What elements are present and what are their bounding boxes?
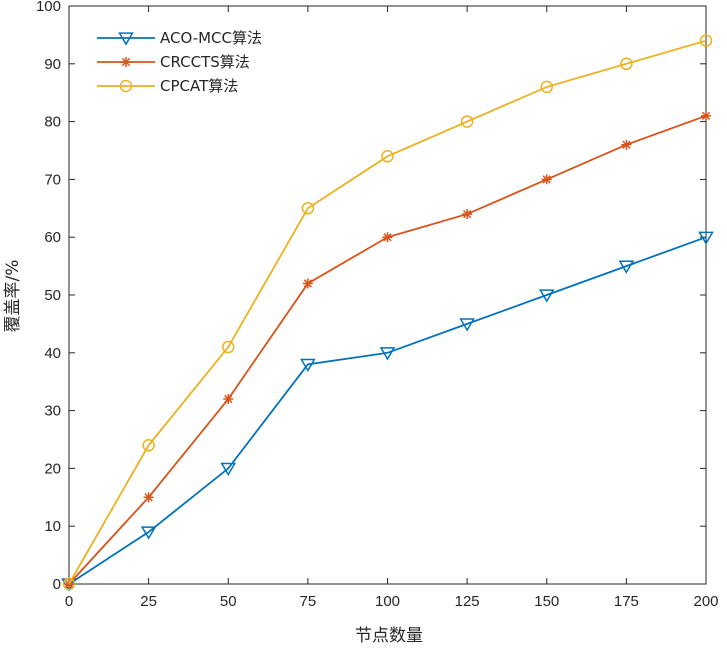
series-1: [64, 110, 711, 589]
y-tick-label: 20: [44, 460, 61, 477]
data-point: [140, 526, 157, 540]
legend-marker: [121, 57, 131, 67]
series-line: [68, 114, 707, 585]
data-point: [223, 394, 234, 405]
x-tick-label: 175: [614, 593, 639, 610]
x-tick-label: 100: [375, 593, 400, 610]
series-layer: [61, 34, 714, 592]
data-point: [379, 347, 396, 361]
data-point: [462, 209, 473, 220]
legend-marker: [119, 79, 133, 93]
y-tick-label: 30: [44, 403, 61, 420]
data-point: [540, 80, 553, 94]
data-point: [143, 492, 154, 503]
x-tick-label: 25: [140, 593, 157, 610]
y-tick-label: 0: [53, 576, 61, 593]
data-point: [541, 174, 552, 185]
y-tick-label: 50: [44, 287, 61, 304]
x-axis-label: 节点数量: [355, 626, 423, 646]
data-point: [620, 57, 633, 71]
series-line: [68, 236, 707, 585]
data-point: [220, 462, 237, 477]
data-point: [142, 439, 155, 452]
data-point: [62, 577, 76, 591]
data-point: [382, 232, 393, 243]
data-point: [621, 139, 632, 150]
data-point: [460, 115, 474, 128]
series-2: [62, 34, 713, 591]
x-tick-label: 50: [220, 593, 237, 610]
y-tick-label: 80: [44, 114, 61, 131]
x-tick-label: 125: [455, 593, 480, 610]
series-line: [68, 39, 707, 585]
x-axis-ticks: 0 25 50 75 100 125 150 175 200: [65, 6, 719, 610]
data-point: [302, 278, 313, 289]
legend-label: ACO-MCC算法: [160, 29, 262, 47]
legend-label: CRCCTS算法: [160, 53, 250, 71]
legend-label: CPCAT算法: [160, 77, 238, 95]
data-point: [381, 150, 394, 163]
data-point: [222, 340, 235, 354]
data-point: [300, 358, 316, 373]
legend-marker: [118, 32, 134, 46]
y-tick-label: 100: [36, 0, 61, 15]
data-point: [618, 260, 635, 274]
data-point: [301, 202, 315, 215]
y-tick-label: 90: [44, 56, 61, 73]
data-point: [459, 318, 475, 332]
y-tick-label: 70: [44, 171, 61, 188]
data-point: [538, 289, 555, 303]
x-tick-label: 150: [534, 593, 559, 610]
data-point: [699, 34, 713, 47]
data-point: [698, 231, 714, 245]
series-0: [61, 231, 714, 592]
y-axis-ticks: 0 10 20 30 40 50 60 70 80 90 100: [36, 0, 706, 593]
y-tick-label: 10: [44, 518, 61, 535]
y-axis-label: 覆盖率/%: [3, 260, 23, 333]
x-tick-label: 0: [65, 593, 73, 610]
legend: ACO-MCC算法 CRCCTS算法 CPCAT算法: [97, 29, 262, 95]
x-tick-label: 200: [693, 593, 718, 610]
y-tick-label: 60: [44, 229, 61, 246]
y-tick-label: 40: [44, 345, 61, 362]
x-tick-label: 75: [300, 593, 317, 610]
data-point: [701, 110, 711, 121]
